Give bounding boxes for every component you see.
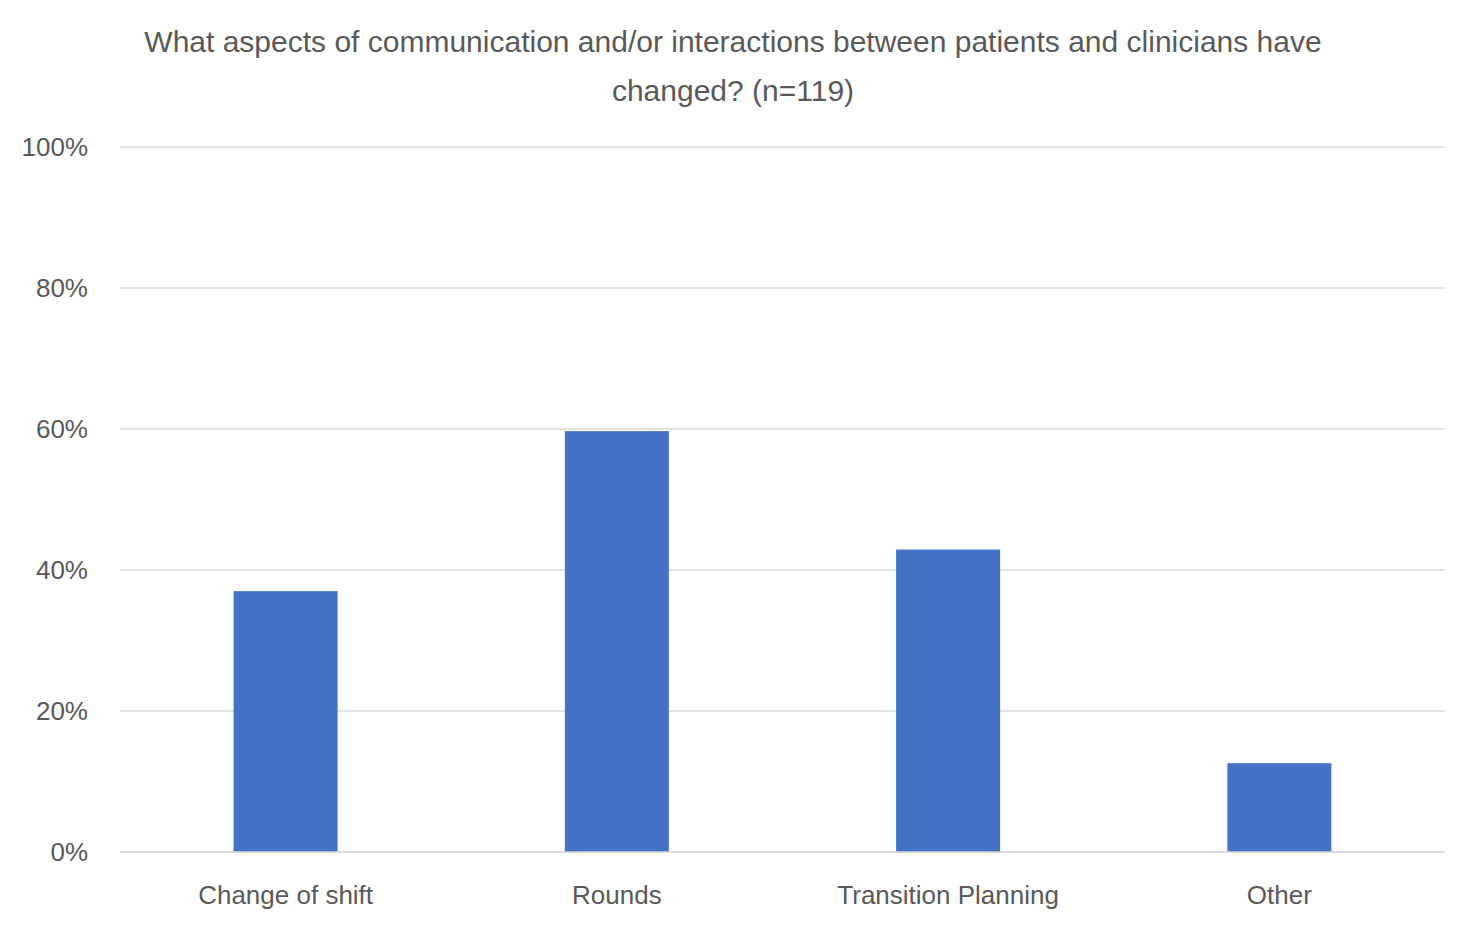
grid-line [120, 428, 1445, 430]
grid-line [120, 287, 1445, 289]
x-tick-label: Other [1247, 880, 1312, 910]
chart: What aspects of communication and/or int… [0, 0, 1466, 927]
bar [896, 550, 1000, 852]
x-tick-label: Transition Planning [837, 880, 1059, 910]
grid-line [120, 851, 1445, 853]
y-tick-label: 80% [36, 273, 88, 303]
title-line: What aspects of communication and/or int… [144, 25, 1321, 58]
bar [565, 431, 669, 852]
y-tick-label: 0% [50, 837, 88, 867]
x-axis-line [120, 851, 1445, 853]
y-tick-label: 100% [22, 132, 89, 162]
bar [234, 591, 338, 852]
grid-line [120, 569, 1445, 571]
x-tick-label: Rounds [572, 880, 662, 910]
x-tick-label: Change of shift [198, 880, 374, 910]
y-tick-label: 60% [36, 414, 88, 444]
y-tick-label: 20% [36, 696, 88, 726]
grid-line [120, 146, 1445, 148]
title-line: changed? (n=119) [612, 74, 854, 107]
bar [1227, 763, 1331, 852]
y-tick-label: 40% [36, 555, 88, 585]
title: What aspects of communication and/or int… [144, 25, 1321, 107]
